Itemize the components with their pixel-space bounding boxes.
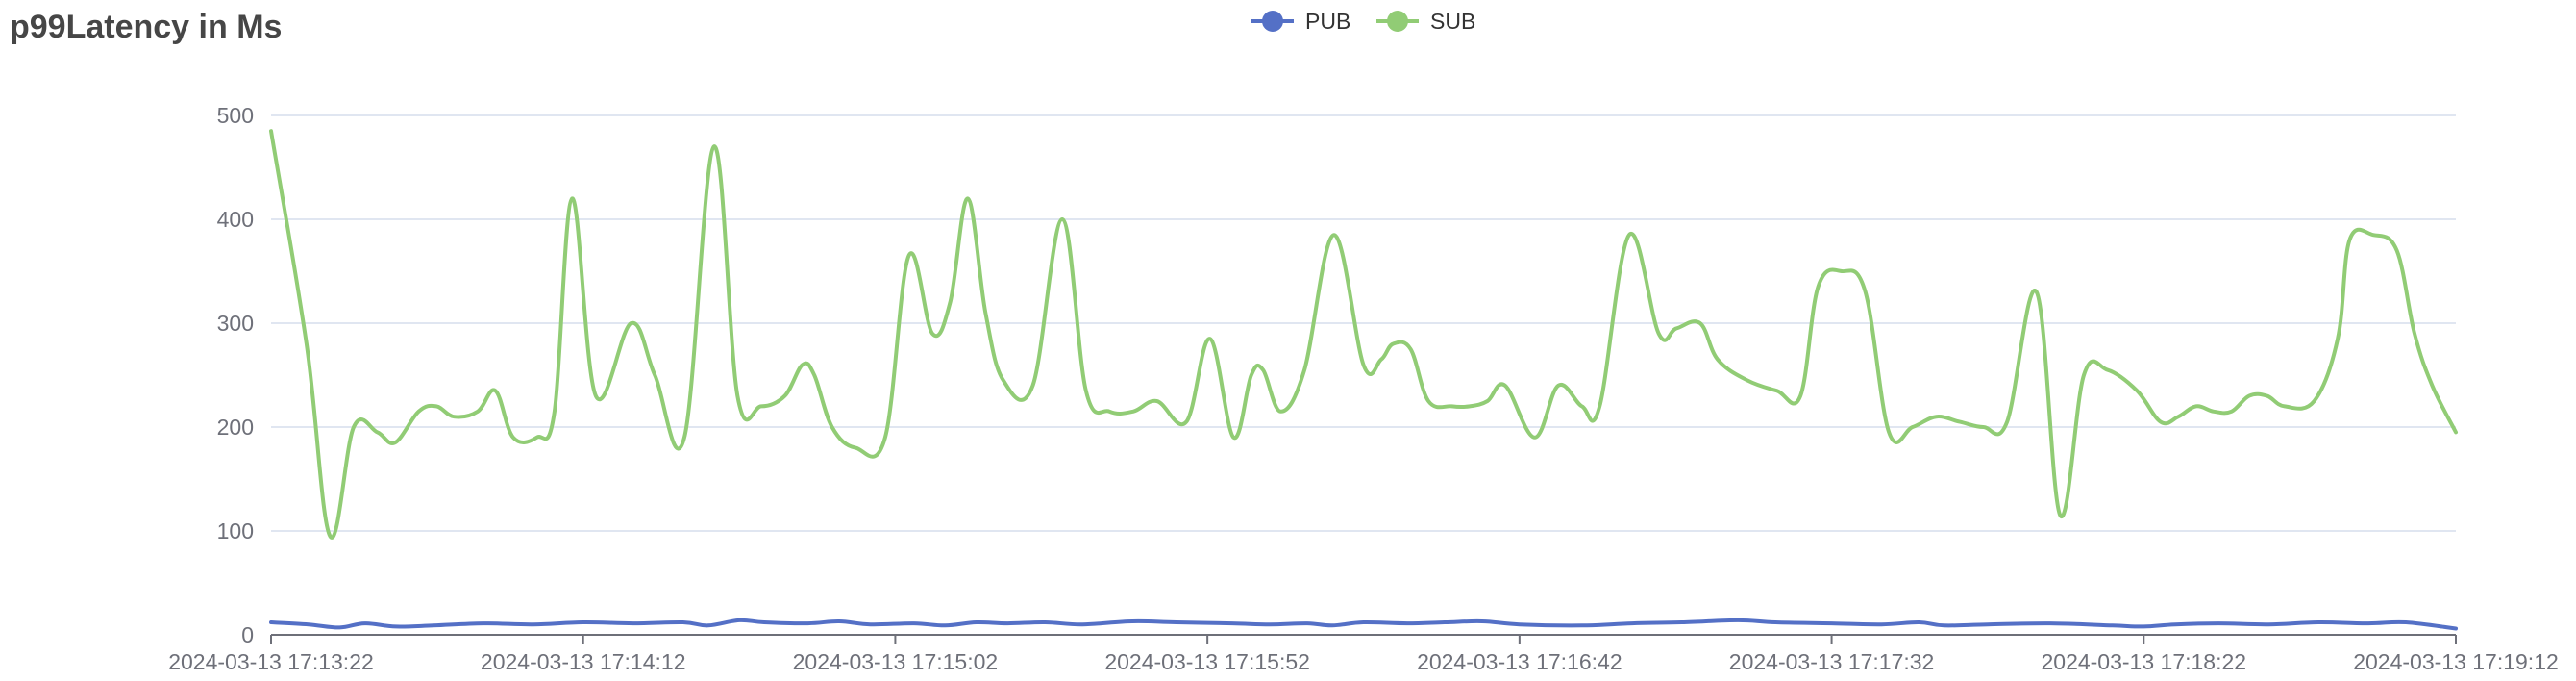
- series-line-sub: [269, 129, 2458, 540]
- y-tick-label: 400: [217, 207, 254, 232]
- x-tick-label: 2024-03-13 17:13:22: [168, 649, 374, 674]
- legend-item-sub[interactable]: SUB: [1376, 9, 1475, 34]
- x-tick-label: 2024-03-13 17:16:42: [1417, 649, 1622, 674]
- y-tick-label: 200: [217, 415, 254, 440]
- legend-label: PUB: [1305, 9, 1350, 34]
- legend-marker-icon: [1262, 11, 1283, 32]
- legend-label: SUB: [1430, 9, 1475, 34]
- series-line-pub: [269, 618, 2458, 631]
- y-tick-label: 500: [217, 103, 254, 128]
- y-tick-label: 300: [217, 311, 254, 336]
- x-tick-label: 2024-03-13 17:19:12: [2353, 649, 2559, 674]
- x-tick-label: 2024-03-13 17:17:32: [1729, 649, 1935, 674]
- y-tick-label: 100: [217, 518, 254, 543]
- grid-layer: [271, 114, 2456, 532]
- x-tick-label: 2024-03-13 17:14:12: [481, 649, 686, 674]
- series-layer: [269, 129, 2458, 631]
- x-tick-label: 2024-03-13 17:15:52: [1104, 649, 1310, 674]
- chart-title: p99Latency in Ms: [10, 9, 283, 45]
- legend[interactable]: PUB SUB: [1251, 9, 1475, 34]
- x-tick-label: 2024-03-13 17:15:02: [793, 649, 999, 674]
- x-tick-label: 2024-03-13 17:18:22: [2041, 649, 2246, 674]
- legend-marker-icon: [1387, 11, 1408, 32]
- y-tick-label: 0: [241, 622, 254, 647]
- axis-layer: 0 100 200 300 400 500 2024-03-13 17:13:22 2024-…: [168, 103, 2559, 674]
- legend-item-pub[interactable]: PUB: [1251, 9, 1350, 34]
